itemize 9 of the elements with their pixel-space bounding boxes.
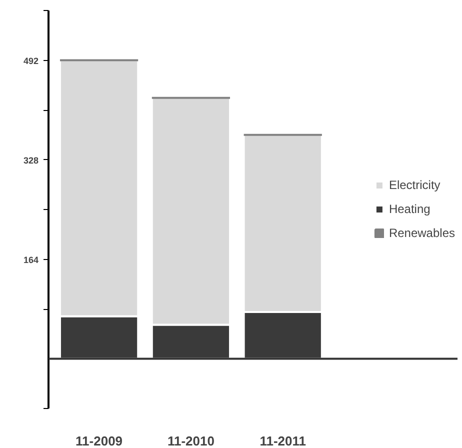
y-tick-label: 492 [23,56,39,66]
legend-label: Heating [388,202,430,216]
legend-label: Renewables [388,226,455,240]
y-tick-label: 164 [23,254,39,265]
x-tick-label: 11-2009 [76,434,123,448]
legend-label: Electricity [388,178,440,192]
y-tick-label: 328 [23,155,39,166]
x-tick-label: 11-2010 [167,434,214,448]
x-tick-label: 11-2011 [260,434,306,448]
